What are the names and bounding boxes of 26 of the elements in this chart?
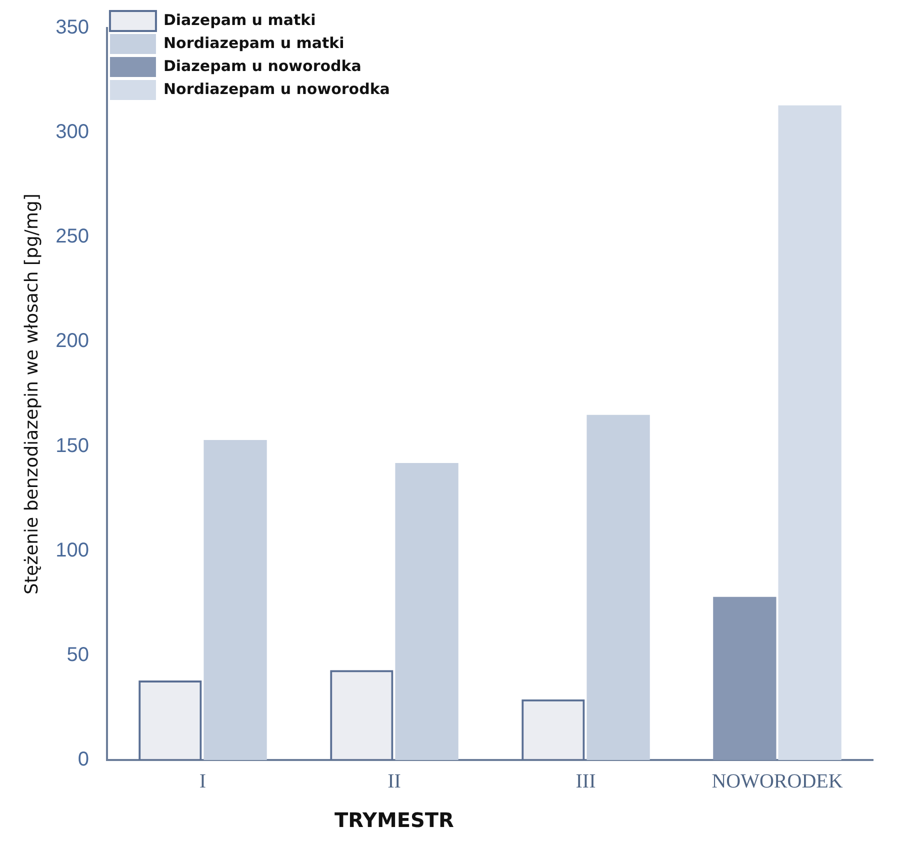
bar (713, 596, 776, 760)
x-axis-title: TRYMESTR (334, 808, 454, 832)
y-tick-label: 150 (56, 434, 89, 457)
bar (395, 463, 458, 760)
bar (586, 414, 650, 760)
y-tick-label: 0 (78, 748, 89, 771)
y-tick-label: 250 (56, 226, 89, 248)
y-axis-title: Stężenie benzodiazepin we włosach [pg/mg] (21, 194, 42, 594)
y-tick-label: 100 (56, 539, 89, 562)
legend-label: Nordiazepam u noworodka (163, 80, 390, 98)
x-tick-label: NOWORODEK (712, 770, 844, 792)
y-tick-label: 200 (56, 330, 89, 352)
bar (330, 670, 394, 760)
bar (204, 440, 267, 760)
legend-label: Nordiazepam u matki (163, 34, 344, 52)
legend-label: Diazepam u noworodka (163, 56, 362, 75)
legend-label: Diazepam u matki (163, 10, 316, 29)
bar (138, 680, 202, 760)
y-tick-label: 300 (56, 121, 89, 144)
bar (778, 105, 842, 760)
bar (522, 699, 585, 760)
x-tick-label: III (576, 770, 596, 792)
x-tick-label: I (199, 770, 206, 792)
y-tick-label: 50 (66, 644, 89, 666)
x-tick-label: II (388, 770, 401, 792)
y-tick-label: 350 (56, 16, 89, 39)
